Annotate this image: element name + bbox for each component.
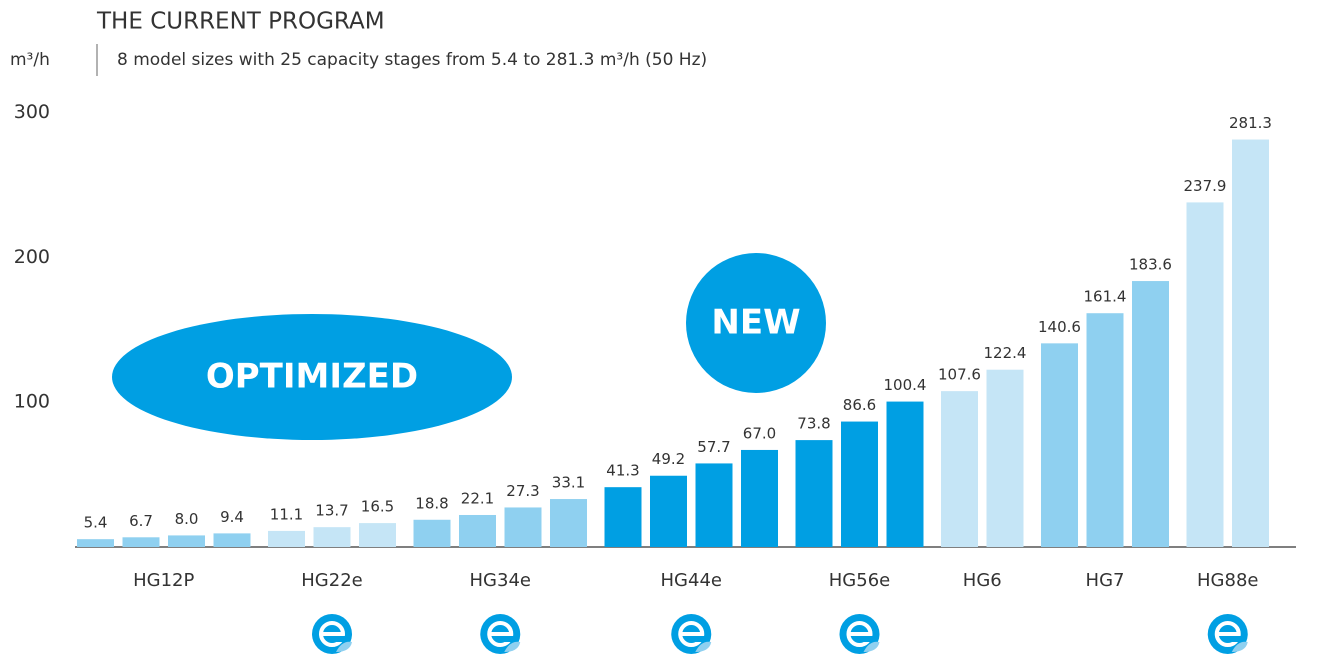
chart-subtitle: 8 model sizes with 25 capacity stages fr… <box>117 50 707 70</box>
value-label: 18.8 <box>415 494 448 512</box>
value-label: 22.1 <box>461 489 494 507</box>
x-tick-label: HG56e <box>829 570 890 591</box>
bar <box>741 449 778 547</box>
eco-icon-cut <box>502 636 515 642</box>
value-label: 183.6 <box>1129 256 1172 274</box>
bar <box>413 519 451 547</box>
value-label: 100.4 <box>884 376 927 394</box>
bar <box>1232 139 1269 548</box>
value-label: 33.1 <box>552 474 585 492</box>
bar <box>941 391 978 547</box>
value-label: 41.3 <box>606 462 639 480</box>
eco-icon-cut <box>693 636 706 642</box>
x-tick-label: HG88e <box>1197 570 1258 591</box>
eco-icon-cut <box>334 636 346 642</box>
x-tick-label: HG34e <box>470 570 531 591</box>
eco-icon-leaf <box>336 641 352 652</box>
x-tick-label: HG7 <box>1086 570 1125 591</box>
value-label: 140.6 <box>1038 318 1081 336</box>
chart-title: THE CURRENT PROGRAM <box>96 9 385 35</box>
bar <box>168 535 205 547</box>
value-label: 281.3 <box>1229 114 1272 132</box>
eco-icon-cut <box>1229 636 1242 642</box>
bar <box>986 369 1024 547</box>
value-label: 107.6 <box>938 366 981 384</box>
eco-icon-leaf <box>695 641 712 652</box>
value-label: 16.5 <box>361 498 394 516</box>
bar <box>886 401 924 547</box>
bar <box>841 421 878 547</box>
value-label: 161.4 <box>1084 288 1127 306</box>
bar <box>1132 281 1169 547</box>
bar <box>359 523 396 547</box>
x-tick-label: HG12P <box>133 570 194 591</box>
value-label: 11.1 <box>270 505 303 523</box>
bar <box>604 487 642 547</box>
value-label: 122.4 <box>984 344 1027 362</box>
bar <box>650 475 687 547</box>
bar <box>795 440 833 547</box>
eco-icon-leaf <box>504 641 521 652</box>
y-tick-label: 200 <box>14 246 50 268</box>
eco-icon-cut <box>861 636 874 642</box>
x-tick-label: HG6 <box>963 570 1002 591</box>
bar <box>1086 313 1124 547</box>
bar <box>1186 202 1224 547</box>
eco-icon-leaf <box>863 641 880 652</box>
new-badge <box>686 253 826 393</box>
annotation: NEW <box>711 303 800 343</box>
value-label: 86.6 <box>843 396 876 414</box>
value-label: 5.4 <box>84 514 108 532</box>
value-label: 6.7 <box>129 512 153 530</box>
value-label: 67.0 <box>743 424 776 442</box>
value-label: 237.9 <box>1184 177 1227 195</box>
eco-icon-leaf <box>1231 641 1248 652</box>
value-label: 49.2 <box>652 450 685 468</box>
value-label: 13.7 <box>315 502 348 520</box>
x-tick-label: HG44e <box>661 570 722 591</box>
bar <box>122 537 160 547</box>
optimized-badge <box>112 314 512 440</box>
value-label: 73.8 <box>797 415 830 433</box>
annotation: OPTIMIZED <box>206 357 418 397</box>
y-tick-label: 100 <box>14 391 50 413</box>
bar <box>550 499 587 547</box>
value-label: 9.4 <box>220 508 244 526</box>
bar <box>695 463 733 547</box>
y-axis-label: m³/h <box>10 50 50 70</box>
value-label: 27.3 <box>506 482 539 500</box>
bar <box>77 539 114 547</box>
y-tick-label: 300 <box>14 101 50 123</box>
x-tick-label: HG22e <box>301 570 362 591</box>
value-label: 8.0 <box>175 510 199 528</box>
bar <box>1041 343 1078 547</box>
bar <box>313 527 351 547</box>
bar <box>459 514 496 547</box>
bar <box>268 530 305 547</box>
bar <box>504 507 542 547</box>
value-label: 57.7 <box>697 438 730 456</box>
bar <box>213 533 251 547</box>
